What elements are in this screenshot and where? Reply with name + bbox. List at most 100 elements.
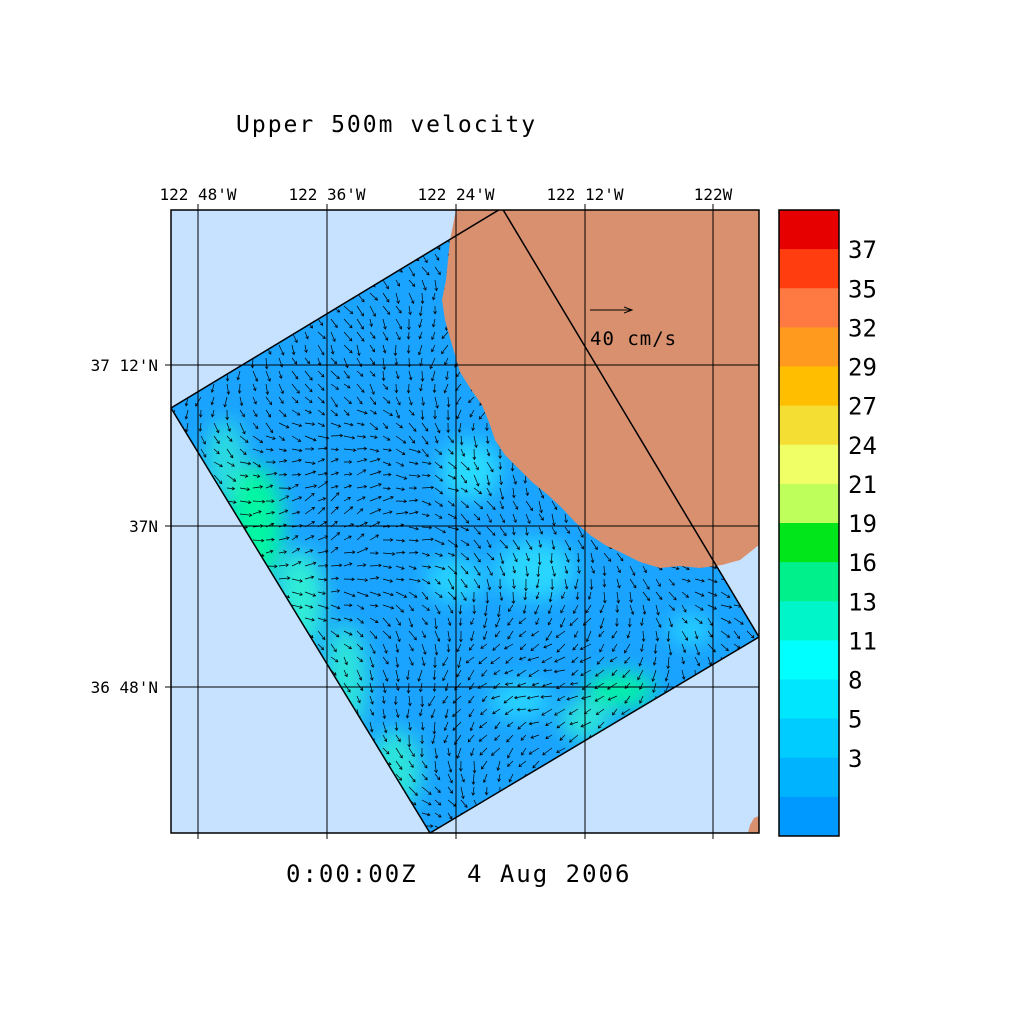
velocity-arrow bbox=[304, 383, 313, 393]
colorbar-label: 16 bbox=[848, 549, 877, 577]
velocity-arrow bbox=[317, 535, 329, 541]
velocity-arrow bbox=[447, 630, 452, 643]
colorbar-swatch bbox=[779, 210, 839, 250]
velocity-arrow bbox=[468, 643, 475, 651]
velocity-arrow bbox=[511, 591, 516, 605]
velocity-arrow bbox=[522, 604, 527, 614]
colorbar-swatch bbox=[779, 640, 839, 680]
velocity-arrow bbox=[343, 591, 356, 598]
velocity-arrow bbox=[443, 721, 449, 732]
velocity-arrow bbox=[681, 617, 688, 624]
velocity-arrow bbox=[239, 487, 251, 492]
colorbar-swatch bbox=[779, 405, 839, 446]
velocity-arrow bbox=[356, 370, 364, 377]
velocity-arrow bbox=[597, 721, 605, 729]
plot-title: Upper 500m velocity bbox=[236, 112, 537, 138]
velocity-arrow bbox=[681, 669, 686, 680]
velocity-arrow bbox=[369, 470, 382, 476]
velocity-arrow bbox=[408, 486, 418, 490]
velocity-arrow bbox=[516, 669, 527, 677]
velocity-arrow bbox=[265, 549, 274, 554]
velocity-arrow bbox=[525, 513, 531, 525]
velocity-arrow bbox=[470, 630, 475, 642]
velocity-arrow bbox=[421, 500, 432, 506]
velocity-arrow bbox=[421, 448, 429, 458]
velocity-arrow bbox=[406, 669, 410, 681]
velocity-arrow bbox=[434, 513, 443, 519]
velocity-arrow bbox=[621, 708, 631, 715]
velocity-arrow bbox=[720, 643, 729, 652]
velocity-arrow bbox=[278, 509, 289, 515]
velocity-arrow bbox=[369, 409, 377, 415]
velocity-arrow bbox=[547, 617, 553, 626]
velocity-arrow bbox=[421, 435, 429, 445]
velocity-arrow bbox=[590, 565, 595, 574]
velocity-arrow bbox=[434, 604, 441, 615]
velocity-arrow bbox=[535, 578, 540, 589]
velocity-arrow bbox=[395, 305, 402, 314]
velocity-arrow bbox=[356, 578, 369, 582]
velocity-arrow bbox=[471, 422, 475, 432]
colorbar-label: 37 bbox=[848, 236, 877, 264]
velocity-arrow bbox=[486, 487, 492, 497]
velocity-arrow bbox=[460, 526, 470, 532]
velocity-arrow bbox=[595, 708, 605, 716]
velocity-arrow bbox=[421, 656, 426, 667]
velocity-arrow bbox=[369, 591, 382, 597]
velocity-arrow bbox=[356, 344, 361, 357]
velocity-arrow bbox=[393, 695, 398, 706]
colorbar-swatches bbox=[779, 210, 839, 837]
velocity-arrow bbox=[395, 499, 408, 504]
velocity-arrow bbox=[382, 591, 394, 597]
velocity-arrow bbox=[541, 656, 553, 663]
velocity-arrow bbox=[581, 682, 592, 690]
velocity-arrow bbox=[694, 604, 704, 611]
velocity-arrow bbox=[382, 721, 388, 734]
velocity-arrow bbox=[486, 448, 491, 457]
velocity-arrow bbox=[184, 422, 189, 433]
velocity-arrow bbox=[394, 383, 399, 394]
velocity-arrow bbox=[405, 708, 410, 719]
velocity-arrow bbox=[527, 656, 540, 662]
velocity-arrow bbox=[486, 565, 493, 576]
velocity-arrow bbox=[499, 474, 503, 486]
velocity-arrow bbox=[369, 448, 380, 453]
velocity-arrow bbox=[602, 565, 607, 577]
velocity-arrow bbox=[447, 786, 454, 794]
velocity-arrow bbox=[252, 370, 259, 382]
velocity-arrow bbox=[607, 695, 618, 701]
velocity-arrow bbox=[408, 422, 417, 432]
velocity-arrow bbox=[653, 643, 658, 654]
velocity-arrow bbox=[356, 331, 365, 342]
velocity-arrow bbox=[460, 487, 468, 493]
velocity-arrow bbox=[536, 565, 541, 578]
velocity-arrow bbox=[420, 695, 425, 708]
velocity-arrow bbox=[330, 370, 340, 380]
colorbar-label: 21 bbox=[848, 471, 877, 499]
velocity-arrow bbox=[616, 591, 621, 604]
velocity-arrow bbox=[433, 410, 437, 420]
velocity-arrow bbox=[226, 486, 236, 491]
velocity-arrow bbox=[382, 578, 394, 583]
colorbar-label: 5 bbox=[848, 706, 862, 734]
velocity-arrow bbox=[561, 591, 566, 600]
velocity-arrow bbox=[629, 578, 637, 589]
velocity-arrow bbox=[668, 604, 675, 611]
velocity-arrow bbox=[382, 305, 391, 315]
velocity-arrow bbox=[382, 538, 394, 542]
velocity-arrow bbox=[612, 708, 618, 716]
velocity-arrow bbox=[441, 331, 449, 339]
velocity-arrow bbox=[525, 552, 530, 562]
velocity-arrow bbox=[408, 656, 414, 666]
velocity-arrow bbox=[408, 526, 419, 531]
velocity-arrow bbox=[317, 507, 326, 515]
velocity-arrow bbox=[496, 760, 501, 771]
velocity-arrow bbox=[560, 617, 566, 628]
velocity-arrow bbox=[447, 526, 460, 531]
velocity-arrow bbox=[343, 383, 351, 389]
velocity-arrow bbox=[382, 435, 391, 441]
velocity-arrow bbox=[317, 383, 325, 391]
velocity-arrow bbox=[330, 458, 339, 463]
velocity-arrow bbox=[642, 604, 647, 615]
land-coastline bbox=[442, 210, 759, 568]
